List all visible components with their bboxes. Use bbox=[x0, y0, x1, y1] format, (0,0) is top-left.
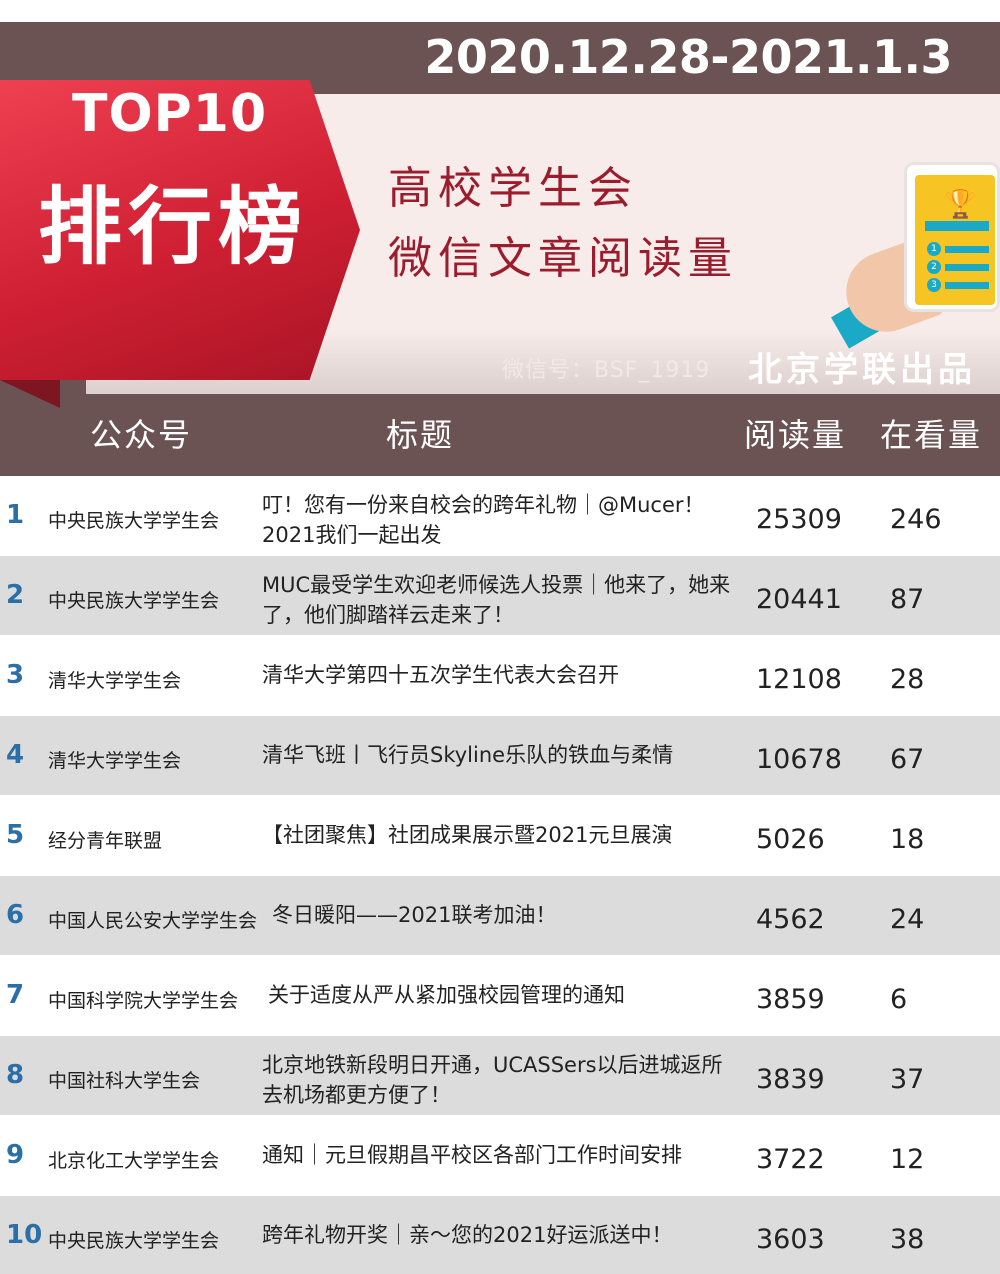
date-range: 2020.12.28-2021.1.3 bbox=[424, 30, 952, 84]
ranking-table: 1 中央民族大学学生会 叮！您有一份来自校会的跨年礼物｜@Mucer！2021我… bbox=[0, 476, 1000, 1274]
article-title[interactable]: 北京地铁新段明日开通，UCASSers以后进城返所去机场都更方便了！ bbox=[262, 1053, 723, 1107]
article-title[interactable]: 冬日暖阳——2021联考加油！ bbox=[272, 903, 557, 927]
read-count: 25309 bbox=[756, 504, 842, 535]
account-name: 清华大学学生会 bbox=[48, 670, 182, 692]
account-name: 中央民族大学学生会 bbox=[48, 1230, 220, 1252]
badge-title: 排行榜 bbox=[38, 178, 309, 276]
rank-number: 9 bbox=[6, 1140, 25, 1170]
account-name: 中国社科大学生会 bbox=[48, 1070, 201, 1092]
rank-number: 3 bbox=[6, 660, 25, 690]
rank-number: 4 bbox=[6, 740, 25, 770]
table-row: 5 经分青年联盟 【社团聚焦】社团成果展示暨2021元旦展演 5026 18 bbox=[0, 796, 1000, 875]
article-title[interactable]: 清华飞班丨飞行员Skyline乐队的铁血与柔情 bbox=[262, 743, 674, 767]
watching-count: 37 bbox=[890, 1064, 925, 1095]
table-row: 7 中国科学院大学学生会 关于适度从严从紧加强校园管理的通知 3859 6 bbox=[0, 956, 1000, 1035]
rank-number: 5 bbox=[6, 820, 25, 850]
article-title[interactable]: 清华大学第四十五次学生代表大会召开 bbox=[262, 663, 619, 687]
podium-row-3: 3 bbox=[927, 278, 989, 292]
table-row: 1 中央民族大学学生会 叮！您有一份来自校会的跨年礼物｜@Mucer！2021我… bbox=[0, 476, 1000, 555]
account-name: 中国人民公安大学学生会 bbox=[48, 910, 258, 932]
watching-count: 28 bbox=[890, 664, 925, 695]
table-row: 8 中国社科大学生会 北京地铁新段明日开通，UCASSers以后进城返所去机场都… bbox=[0, 1036, 1000, 1115]
ranking-ribbon bbox=[0, 80, 360, 380]
podium-row-2: 2 bbox=[927, 260, 989, 274]
table-row: 9 北京化工大学学生会 通知｜元旦假期昌平校区各部门工作时间安排 3722 12 bbox=[0, 1116, 1000, 1195]
header: 2020.12.28-2021.1.3 TOP10 排行榜 高校学生会 微信文章… bbox=[0, 0, 1000, 476]
account-name: 中国科学院大学学生会 bbox=[48, 990, 239, 1012]
rank-number: 10 bbox=[6, 1220, 43, 1250]
watching-count: 18 bbox=[890, 824, 925, 855]
read-count: 3603 bbox=[756, 1224, 825, 1255]
article-title[interactable]: MUC最受学生欢迎老师候选人投票｜他来了，她来了，他们脚踏祥云走来了！ bbox=[262, 573, 731, 627]
trophy-ribbon bbox=[925, 221, 989, 231]
read-count: 3722 bbox=[756, 1144, 825, 1175]
read-count: 3839 bbox=[756, 1064, 825, 1095]
watching-count: 67 bbox=[890, 744, 925, 775]
watching-count: 87 bbox=[890, 584, 925, 615]
column-header-account: 公众号 bbox=[90, 416, 193, 454]
article-title[interactable]: 叮！您有一份来自校会的跨年礼物｜@Mucer！2021我们一起出发 bbox=[262, 493, 705, 547]
article-title[interactable]: 通知｜元旦假期昌平校区各部门工作时间安排 bbox=[262, 1143, 682, 1167]
column-header-title: 标题 bbox=[386, 416, 455, 454]
watching-count: 38 bbox=[890, 1224, 925, 1255]
watching-count: 24 bbox=[890, 904, 925, 935]
read-count: 4562 bbox=[756, 904, 825, 935]
badge-top10: TOP10 bbox=[72, 84, 268, 144]
read-count: 20441 bbox=[756, 584, 842, 615]
column-header-watching: 在看量 bbox=[880, 416, 983, 454]
read-count: 3859 bbox=[756, 984, 825, 1015]
watching-count: 6 bbox=[890, 984, 908, 1015]
subtitle-line-2: 微信文章阅读量 bbox=[388, 233, 738, 284]
table-row: 2 中央民族大学学生会 MUC最受学生欢迎老师候选人投票｜他来了，她来了，他们脚… bbox=[0, 556, 1000, 635]
trophy-icon: 🏆 bbox=[943, 187, 978, 220]
rank-number: 7 bbox=[6, 980, 25, 1010]
read-count: 12108 bbox=[756, 664, 842, 695]
account-name: 北京化工大学学生会 bbox=[48, 1150, 220, 1172]
phone-screen: 🏆 1 2 3 bbox=[915, 175, 995, 305]
table-row: 3 清华大学学生会 清华大学第四十五次学生代表大会召开 12108 28 bbox=[0, 636, 1000, 715]
rank-number: 1 bbox=[6, 500, 25, 530]
rank-number: 6 bbox=[6, 900, 25, 930]
rank-number: 8 bbox=[6, 1060, 25, 1090]
account-name: 中央民族大学学生会 bbox=[48, 590, 220, 612]
article-title[interactable]: 【社团聚焦】社团成果展示暨2021元旦展演 bbox=[262, 823, 673, 847]
phone-icon: 🏆 1 2 3 bbox=[904, 162, 1000, 312]
table-row: 6 中国人民公安大学学生会 冬日暖阳——2021联考加油！ 4562 24 bbox=[0, 876, 1000, 955]
subtitle-line-1: 高校学生会 bbox=[388, 163, 638, 214]
account-name: 中央民族大学学生会 bbox=[48, 510, 220, 532]
read-count: 5026 bbox=[756, 824, 825, 855]
account-name: 清华大学学生会 bbox=[48, 750, 182, 772]
account-name: 经分青年联盟 bbox=[48, 830, 163, 852]
wechat-id: 微信号：BSF_1919 bbox=[502, 358, 711, 383]
podium-row-1: 1 bbox=[927, 242, 989, 256]
article-title[interactable]: 关于适度从严从紧加强校园管理的通知 bbox=[268, 983, 625, 1007]
read-count: 10678 bbox=[756, 744, 842, 775]
publisher: 北京学联出品 bbox=[748, 350, 976, 390]
table-row: 4 清华大学学生会 清华飞班丨飞行员Skyline乐队的铁血与柔情 10678 … bbox=[0, 716, 1000, 795]
table-row: 10 中央民族大学学生会 跨年礼物开奖｜亲～您的2021好运派送中！ 3603 … bbox=[0, 1196, 1000, 1274]
column-header-reads: 阅读量 bbox=[744, 416, 847, 454]
watching-count: 12 bbox=[890, 1144, 925, 1175]
rank-number: 2 bbox=[6, 580, 25, 610]
watching-count: 246 bbox=[890, 504, 942, 535]
article-title[interactable]: 跨年礼物开奖｜亲～您的2021好运派送中！ bbox=[262, 1223, 673, 1247]
